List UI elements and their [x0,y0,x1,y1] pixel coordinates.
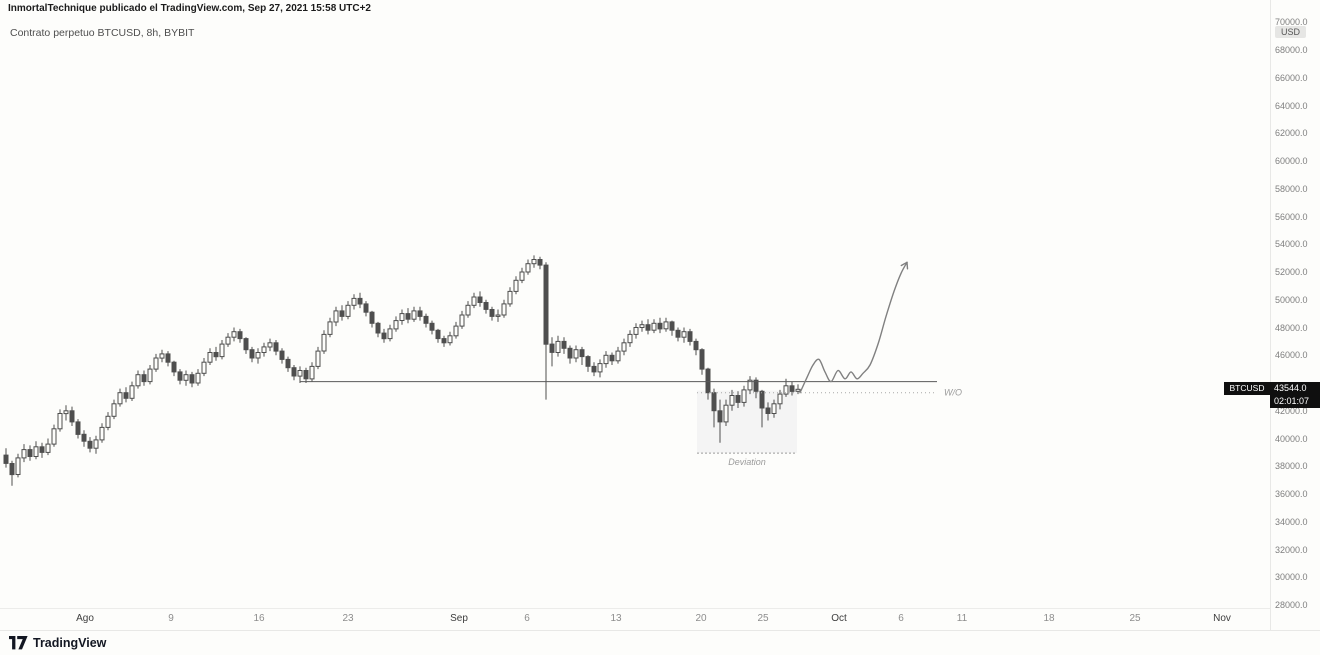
candlestick-chart[interactable]: Deviation W/O [0,0,1270,608]
price-axis[interactable]: USD 70000.0 68000.0 66000.0 64000.0 62000.0 6… [1270,0,1320,630]
price-tick-label: 58000.0 [1275,184,1308,194]
time-axis-label: Oct [831,613,847,624]
price-tick-label: 60000.0 [1275,156,1308,166]
footer-bar: TradingView [0,630,1320,655]
svg-text:Deviation: Deviation [728,457,766,467]
time-axis-label: 25 [1129,613,1141,624]
price-tick-label: 46000.0 [1275,350,1308,360]
time-axis-label: 13 [610,613,622,624]
price-tick-label: 36000.0 [1275,489,1308,499]
time-axis-label: 6 [524,613,530,624]
tradingview-logo-icon [9,636,28,650]
tradingview-logo-text: TradingView [33,636,107,650]
price-tick-label: 64000.0 [1275,101,1308,111]
published-by-line: InmortalTechnique publicado el TradingVi… [8,3,371,14]
time-axis-label: 11 [956,613,968,624]
time-axis-label: 25 [757,613,769,624]
last-price-value: 43544.0 [1274,383,1307,393]
price-tick-label: 40000.0 [1275,434,1308,444]
price-tick-label: 54000.0 [1275,239,1308,249]
price-tick-label: 68000.0 [1275,45,1308,55]
time-axis[interactable]: Ago 9 16 23 Sep 6 13 20 25 Oct 6 11 18 25 Nov [0,608,1270,631]
price-tick-label: 38000.0 [1275,461,1308,471]
last-price-symbol-badge: BTCUSD [1224,382,1270,395]
price-tick-label: 52000.0 [1275,267,1308,277]
chart-legend[interactable]: Contrato perpetuo BTCUSD, 8h, BYBIT [10,27,195,39]
time-axis-label: 9 [168,613,174,624]
price-tick-label: 34000.0 [1275,517,1308,527]
price-tick-label: 42000.0 [1275,406,1308,416]
time-axis-label: 20 [695,613,707,624]
bar-countdown-timer: 02:01:07 [1274,396,1310,406]
time-axis-label: 16 [253,613,265,624]
price-tick-label: 70000.0 [1275,17,1308,27]
price-tick-label: 66000.0 [1275,73,1308,83]
price-tick-label: 32000.0 [1275,545,1308,555]
time-axis-label: Ago [76,613,94,624]
price-tick-label: 30000.0 [1275,572,1308,582]
time-axis-label: 23 [342,613,354,624]
price-tick-label: 56000.0 [1275,212,1308,222]
last-price-badge: 43544.0 02:01:07 [1270,382,1320,408]
price-tick-label: 28000.0 [1275,600,1308,610]
time-axis-label: 18 [1043,613,1055,624]
time-axis-label: Nov [1213,613,1231,624]
price-axis-unit-badge[interactable]: USD [1275,26,1307,38]
tradingview-logo[interactable]: TradingView [9,636,106,650]
svg-text:W/O: W/O [944,388,962,398]
price-tick-label: 50000.0 [1275,295,1308,305]
time-axis-label: 6 [898,613,904,624]
price-tick-label: 48000.0 [1275,323,1308,333]
time-axis-label: Sep [450,613,468,624]
price-tick-label: 62000.0 [1275,128,1308,138]
